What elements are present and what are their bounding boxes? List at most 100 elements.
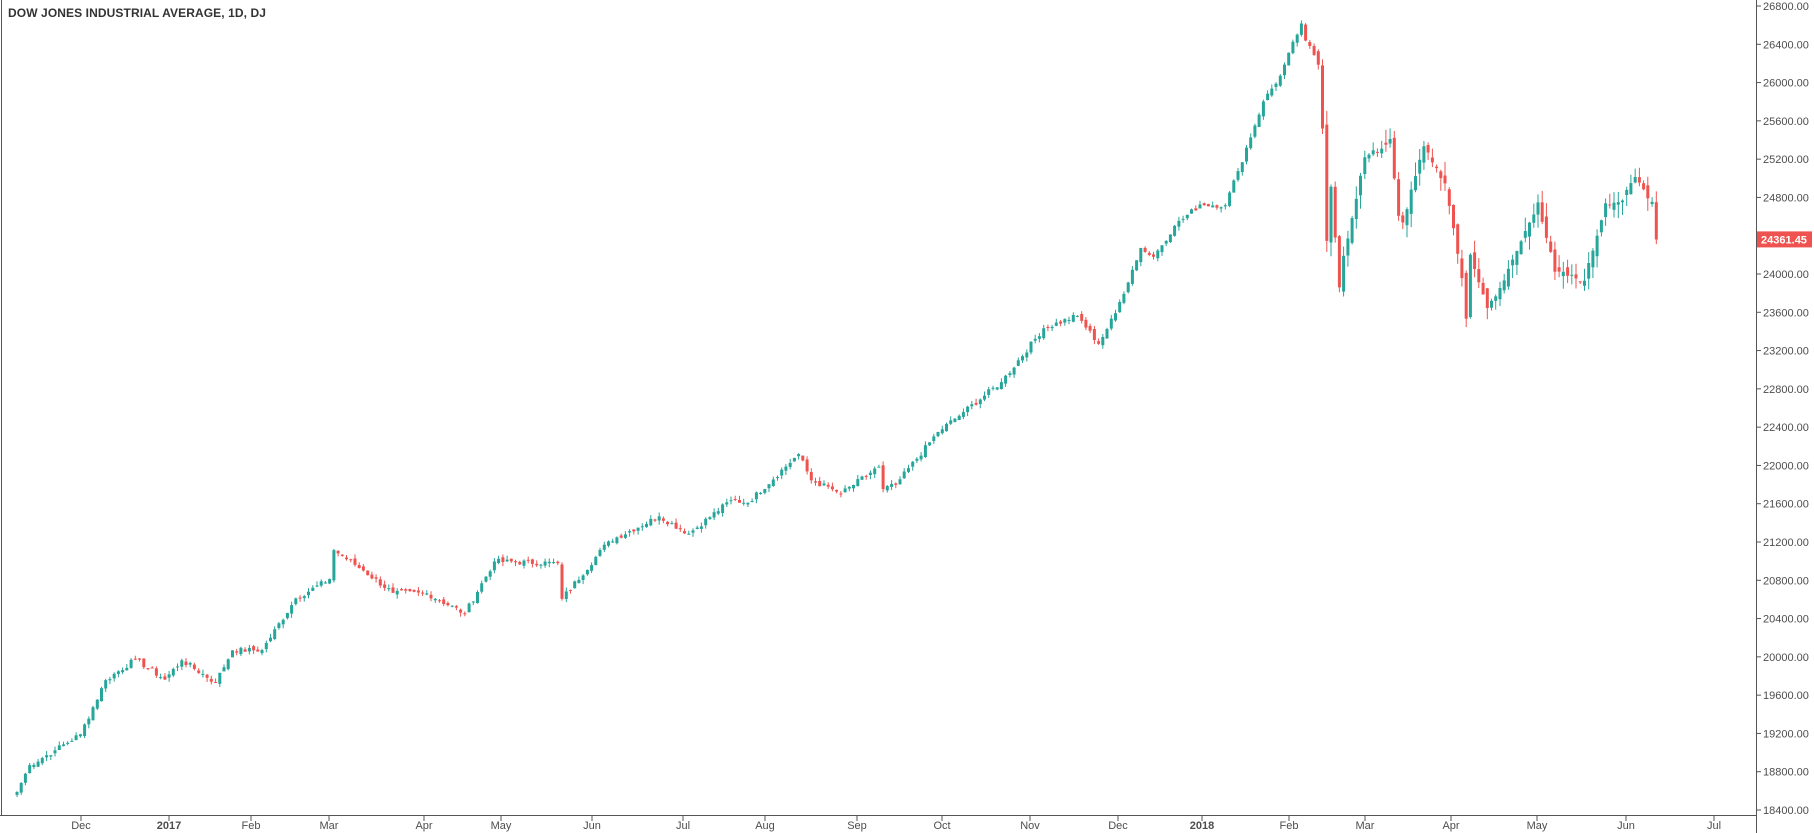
candle-body [218, 672, 222, 684]
candle-body [1650, 201, 1654, 204]
candle [1519, 239, 1523, 255]
candle [754, 491, 758, 504]
candle [1625, 186, 1629, 206]
candle-body [1152, 254, 1155, 257]
last-price-badge [1757, 231, 1812, 248]
candle-body [535, 563, 539, 566]
candle-body [1481, 282, 1485, 295]
time-tick-label: Apr [415, 820, 432, 832]
candle-body [467, 603, 471, 613]
candle-body [1240, 162, 1244, 172]
candle-body [1498, 288, 1502, 300]
candle-body [459, 609, 463, 613]
candle-body [750, 501, 754, 502]
candle-body [146, 668, 150, 670]
candle-body [463, 613, 467, 615]
candle [1646, 176, 1650, 211]
candle-body [974, 402, 978, 405]
candle-body [366, 570, 370, 576]
candle [497, 555, 501, 565]
candle-body [247, 647, 251, 652]
candle [1540, 190, 1544, 225]
candle-body [868, 472, 872, 475]
candle-body [125, 667, 129, 671]
candle [1430, 148, 1434, 168]
candle-body [526, 559, 530, 561]
candle [1321, 59, 1324, 134]
time-tick-label: Jul [676, 820, 690, 832]
candle-body [412, 589, 416, 592]
candle-body [738, 500, 741, 503]
candle [49, 755, 53, 761]
candle-body [1211, 205, 1215, 208]
candle [628, 529, 632, 537]
candle-body [180, 660, 184, 667]
candle [1329, 184, 1333, 257]
candle-body [505, 559, 509, 562]
candle [1392, 131, 1396, 180]
candle-body [1532, 214, 1536, 223]
candle [1384, 129, 1388, 152]
candle [1494, 294, 1498, 310]
candle-body [966, 406, 970, 413]
candle-body [260, 650, 264, 654]
candle [699, 522, 703, 533]
candle [1456, 223, 1460, 264]
candle [615, 536, 619, 545]
candle [1190, 208, 1193, 214]
candle [1544, 203, 1548, 244]
candle [1147, 251, 1151, 257]
price-tick-label: 22400.00 [1763, 422, 1809, 434]
candle [780, 467, 784, 480]
candle [129, 658, 133, 669]
candle [501, 554, 505, 567]
candle [1185, 214, 1189, 221]
candle-body [319, 581, 323, 586]
candle [1202, 202, 1206, 206]
candle [1181, 215, 1185, 223]
candle [281, 618, 285, 629]
candle [750, 498, 754, 503]
candle [1257, 112, 1261, 128]
candle-body [370, 574, 374, 579]
candle [1460, 249, 1464, 287]
candle [19, 782, 23, 795]
candle-body [687, 533, 691, 535]
candle [1143, 246, 1147, 253]
candle-body [1270, 88, 1274, 96]
candle-body [1109, 318, 1113, 329]
candle [176, 663, 179, 672]
candle-body [235, 651, 239, 653]
candle [349, 558, 353, 563]
candle-body [1388, 139, 1392, 144]
candle [1156, 249, 1160, 262]
candle-body [340, 554, 344, 556]
candle-body [184, 661, 188, 665]
candle-body [1054, 322, 1058, 326]
candle-body [653, 519, 657, 521]
candle [843, 485, 847, 493]
candle-body [683, 531, 686, 534]
candle-body [1236, 171, 1240, 180]
candle [890, 480, 894, 490]
candle [66, 741, 70, 746]
candle-body [1202, 203, 1206, 206]
candle [1452, 204, 1455, 236]
candle [1536, 194, 1540, 228]
candle [361, 564, 365, 572]
candle-body [742, 502, 746, 504]
candle [235, 648, 239, 656]
time-tick-label: Dec [1108, 820, 1128, 832]
candle-body [1528, 222, 1531, 237]
time-tick-label: May [491, 820, 512, 832]
candle [391, 583, 395, 593]
candle-body [1177, 220, 1181, 227]
candle [569, 589, 572, 594]
candle [1608, 193, 1612, 209]
candle-body [1266, 93, 1270, 101]
candle-body [564, 591, 568, 599]
candle-body [797, 454, 801, 457]
candle-body [628, 531, 632, 533]
candle [733, 495, 737, 501]
